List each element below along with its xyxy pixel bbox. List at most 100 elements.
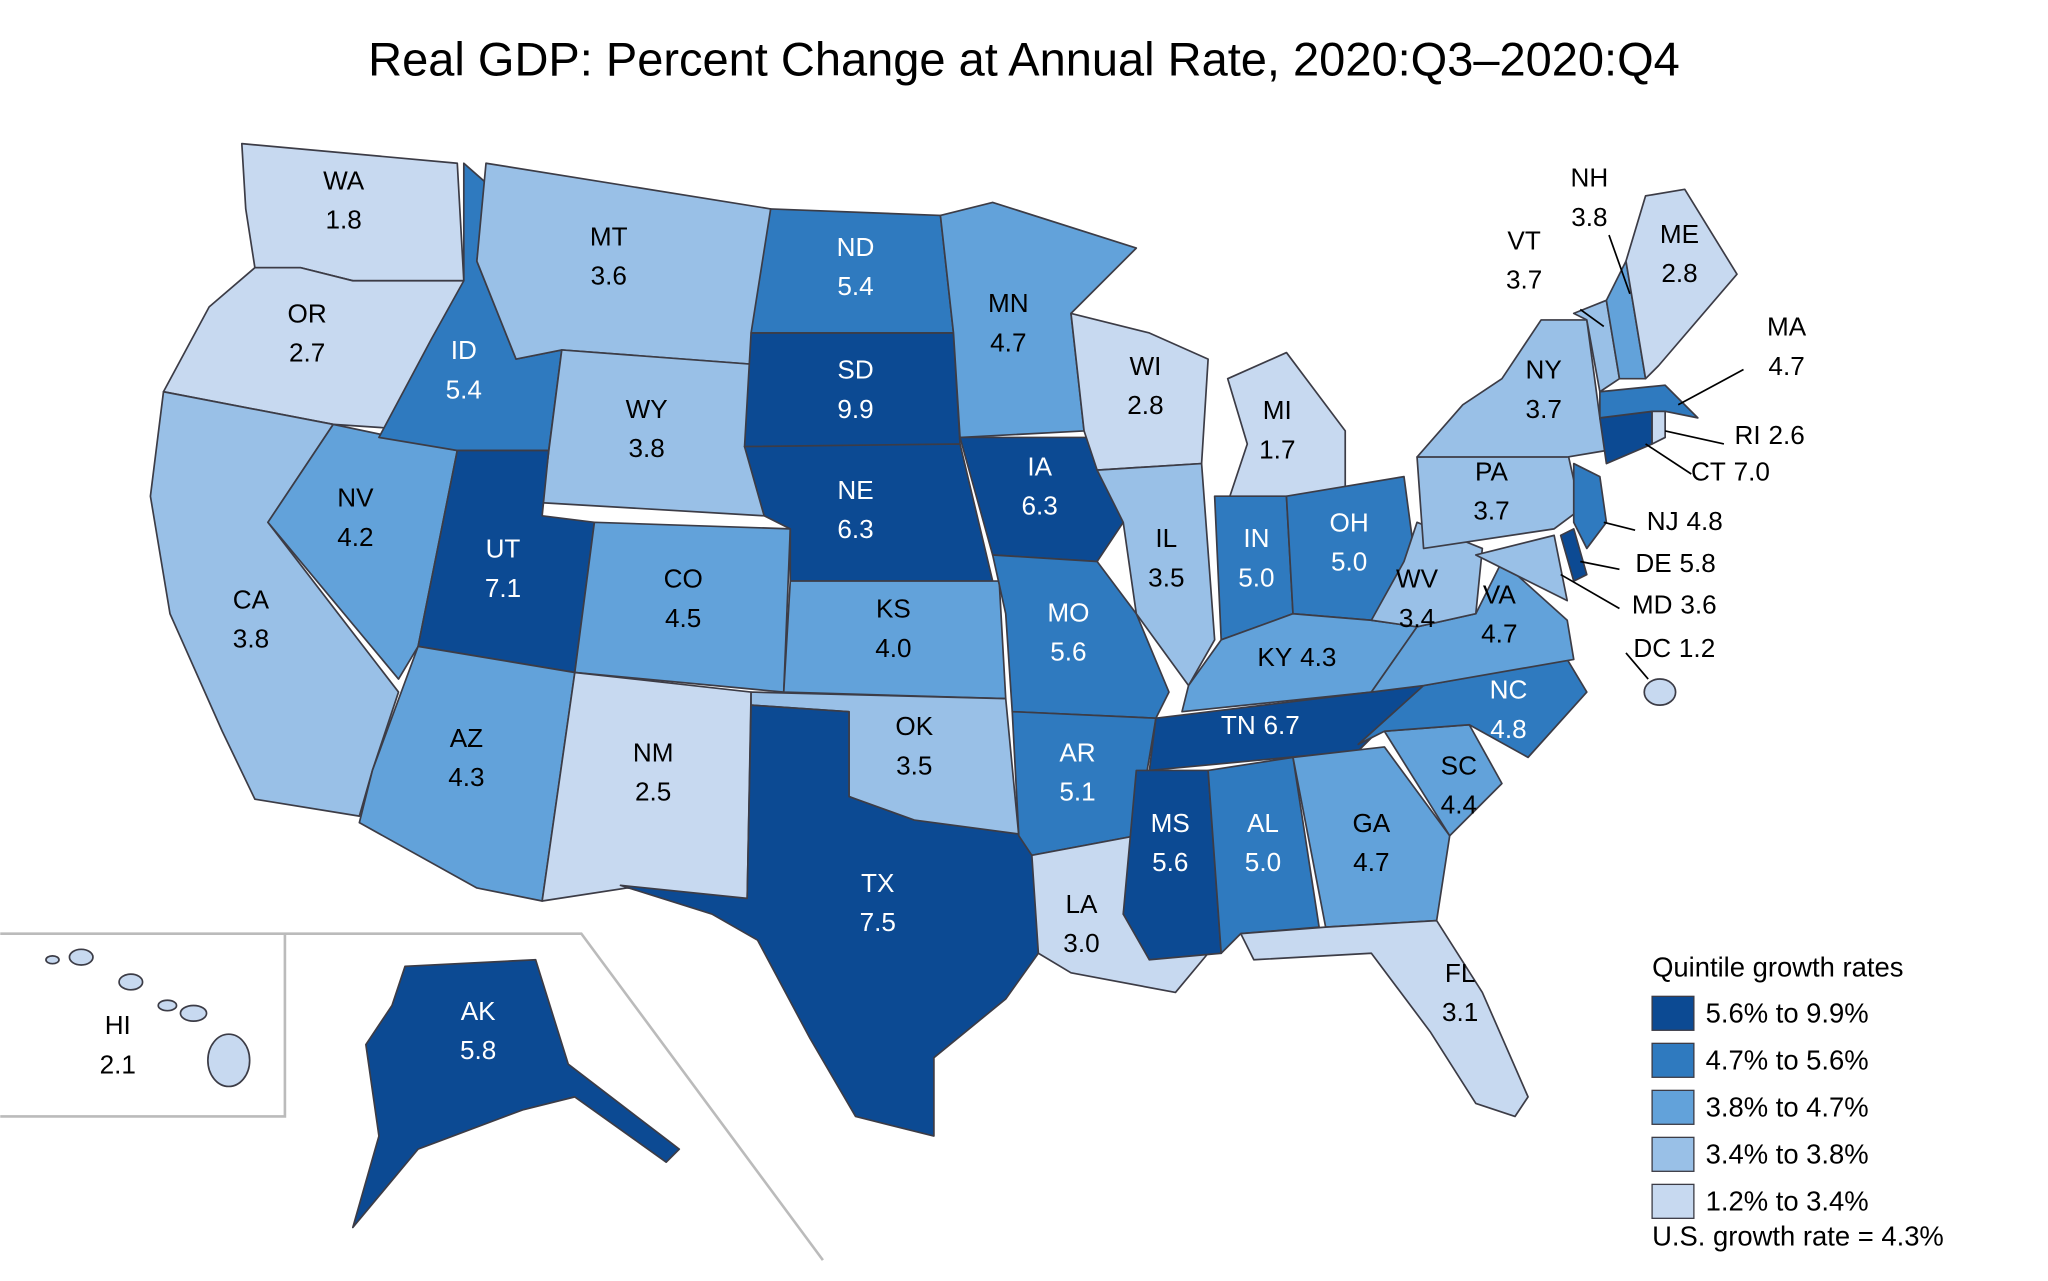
state-value: 4.8 bbox=[1686, 506, 1722, 536]
legend-swatch bbox=[1651, 1042, 1695, 1078]
leader-line bbox=[1625, 652, 1649, 680]
state-shape bbox=[1416, 319, 1608, 458]
state-shape bbox=[959, 436, 1125, 563]
state-value: 5.8 bbox=[460, 1035, 496, 1065]
state-value: 3.7 bbox=[1473, 496, 1509, 526]
state-abbr: AL bbox=[1247, 808, 1279, 838]
state-value: 2.1 bbox=[100, 1049, 136, 1079]
legend-label: 5.6% to 9.9% bbox=[1706, 997, 1869, 1028]
state-abbr: MN bbox=[988, 288, 1029, 318]
state-abbr: NJ bbox=[1647, 506, 1679, 536]
state-value: 5.0 bbox=[1245, 847, 1281, 877]
state-value: 4.4 bbox=[1441, 790, 1477, 820]
state-label: DC 1.2 bbox=[1633, 633, 1715, 663]
state-value: 4.8 bbox=[1490, 714, 1526, 744]
island bbox=[118, 973, 144, 991]
state-abbr: NE bbox=[837, 475, 873, 505]
state-abbr: AR bbox=[1059, 737, 1095, 767]
state-value: 4.5 bbox=[665, 603, 701, 633]
state-shape bbox=[1292, 746, 1451, 928]
state-shape bbox=[1559, 528, 1588, 582]
state-abbr: MA bbox=[1767, 312, 1807, 342]
legend-label: 3.4% to 3.8% bbox=[1706, 1138, 1869, 1169]
island bbox=[157, 999, 178, 1012]
island bbox=[45, 955, 60, 965]
state-label: MD 3.6 bbox=[1632, 590, 1717, 620]
state-value: 1.2 bbox=[1679, 633, 1715, 663]
state-abbr: DC bbox=[1633, 633, 1671, 663]
state-abbr: HI bbox=[105, 1010, 131, 1040]
legend-label: 4.7% to 5.6% bbox=[1706, 1044, 1869, 1075]
state-shape bbox=[1599, 384, 1699, 419]
state-abbr: CA bbox=[233, 585, 270, 615]
leader-line bbox=[1603, 521, 1636, 531]
state-abbr: WV bbox=[1396, 564, 1439, 594]
state-value: 2.5 bbox=[635, 776, 671, 806]
state-shape bbox=[351, 958, 681, 1229]
legend-label: 1.2% to 3.4% bbox=[1706, 1185, 1869, 1216]
state-value: 5.4 bbox=[446, 374, 482, 404]
state-abbr: NM bbox=[633, 737, 674, 767]
state-shape bbox=[1572, 299, 1621, 393]
state-abbr: ID bbox=[451, 335, 477, 365]
state-value: 1.8 bbox=[326, 205, 362, 235]
state-abbr: SC bbox=[1441, 750, 1477, 780]
state-abbr: CT bbox=[1691, 457, 1726, 487]
state-abbr: FL bbox=[1445, 958, 1475, 988]
state-value: 6.3 bbox=[837, 514, 873, 544]
state-value: 6.3 bbox=[1022, 490, 1058, 520]
state-abbr: TX bbox=[861, 868, 894, 898]
leader-line bbox=[1579, 308, 1605, 328]
inset-borders bbox=[0, 932, 824, 1261]
state-value: 3.8 bbox=[1571, 202, 1607, 232]
state-abbr: OK bbox=[895, 711, 933, 741]
state-abbr: KS bbox=[876, 594, 911, 624]
state-shape bbox=[1226, 351, 1347, 504]
state-abbr: NV bbox=[337, 483, 374, 513]
state-abbr: NC bbox=[1490, 675, 1528, 705]
state-value: 5.0 bbox=[1238, 562, 1274, 592]
state-abbr: AZ bbox=[450, 723, 483, 753]
island bbox=[179, 1004, 208, 1022]
state-value: 4.2 bbox=[337, 522, 373, 552]
state-value: 7.5 bbox=[860, 907, 896, 937]
legend-label: 3.8% to 4.7% bbox=[1706, 1091, 1869, 1122]
state-value: 3.7 bbox=[1506, 265, 1542, 295]
legend-swatch bbox=[1651, 1136, 1695, 1172]
state-abbr: CO bbox=[664, 564, 703, 594]
leader-line bbox=[1664, 430, 1725, 445]
state-abbr: MT bbox=[590, 221, 628, 251]
state-shape bbox=[45, 948, 251, 1088]
state-value: 9.9 bbox=[837, 394, 873, 424]
alaska-inset-border bbox=[0, 932, 824, 1261]
state-abbr: MI bbox=[1263, 395, 1292, 425]
state-value: 4.7 bbox=[990, 327, 1026, 357]
state-value: 3.6 bbox=[591, 261, 627, 291]
state-value: 7.0 bbox=[1734, 457, 1770, 487]
state-shape bbox=[1239, 919, 1529, 1118]
state-value: 2.6 bbox=[1768, 420, 1804, 450]
state-shape bbox=[1474, 534, 1569, 602]
state-abbr: OH bbox=[1330, 507, 1369, 537]
state-value: 5.1 bbox=[1059, 776, 1095, 806]
legend: Quintile growth rates U.S. growth rate =… bbox=[1651, 952, 1944, 1252]
legend-note: U.S. growth rate = 4.3% bbox=[1652, 1221, 1944, 1252]
state-value: 6.7 bbox=[1264, 710, 1300, 740]
state-value: 4.7 bbox=[1353, 847, 1389, 877]
leader-line bbox=[1560, 573, 1620, 610]
legend-swatch bbox=[1651, 995, 1695, 1031]
state-value: 2.8 bbox=[1661, 258, 1697, 288]
state-value: 3.8 bbox=[628, 433, 664, 463]
island bbox=[207, 1033, 251, 1088]
legend-swatch bbox=[1651, 1089, 1695, 1125]
state-abbr: PA bbox=[1475, 457, 1508, 487]
state-abbr: WI bbox=[1129, 351, 1161, 381]
state-value: 4.3 bbox=[448, 762, 484, 792]
state-abbr: UT bbox=[486, 534, 521, 564]
legend-title: Quintile growth rates bbox=[1652, 952, 1903, 983]
state-value: 2.7 bbox=[289, 338, 325, 368]
legend-swatch bbox=[1651, 1183, 1695, 1219]
state-value: 3.0 bbox=[1063, 928, 1099, 958]
state-abbr: WY bbox=[626, 394, 668, 424]
